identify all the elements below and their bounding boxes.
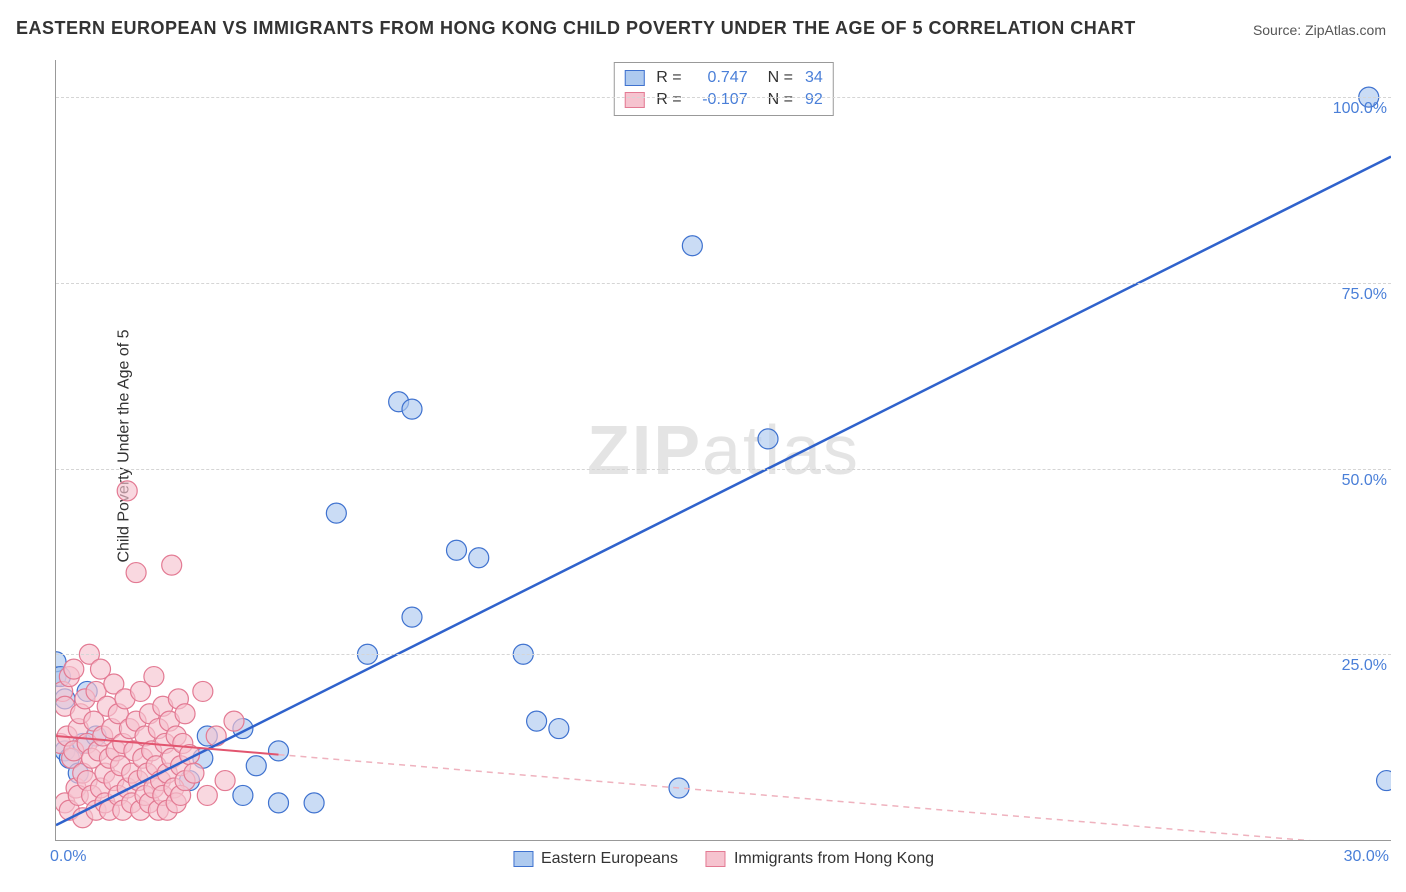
x-tick-label: 30.0% [1344,848,1389,866]
trend-line-extended [279,755,1392,840]
y-tick-label: 25.0% [1342,657,1387,675]
stats-r-value: 0.747 [694,67,748,89]
y-tick-label: 50.0% [1342,472,1387,490]
data-point [162,555,182,575]
chart-container: EASTERN EUROPEAN VS IMMIGRANTS FROM HONG… [0,0,1406,892]
chart-title: EASTERN EUROPEAN VS IMMIGRANTS FROM HONG… [16,18,1136,39]
y-tick-label: 75.0% [1342,286,1387,304]
gridline [56,469,1391,470]
plot-area: ZIPatlas R =0.747N =34R =-0.107N =92 Eas… [55,60,1391,841]
legend: Eastern Europeans Immigrants from Hong Ko… [513,850,934,868]
x-tick-label: 0.0% [50,848,86,866]
gridline [56,283,1391,284]
data-point [447,540,467,560]
stats-r-label: R = [656,67,681,89]
data-point [197,785,217,805]
data-point [246,756,266,776]
stats-row: R = -0.107 N = 92 [624,89,822,111]
legend-label: Immigrants from Hong Kong [734,850,934,868]
data-point [224,711,244,731]
data-point [233,785,253,805]
y-tick-label: 100.0% [1333,100,1387,118]
data-point [269,741,289,761]
stats-swatch [624,70,644,86]
legend-swatch [706,851,726,867]
source-attribution: Source: ZipAtlas.com [1253,22,1386,38]
data-point [269,793,289,813]
stats-row: R = 0.747 N = 34 [624,67,822,89]
gridline [56,97,1391,98]
data-point [527,711,547,731]
data-point [175,704,195,724]
data-point [193,681,213,701]
chart-svg [56,60,1391,840]
legend-item: Eastern Europeans [513,850,678,868]
data-point [682,236,702,256]
data-point [549,719,569,739]
stats-swatch [624,92,644,108]
data-point [758,429,778,449]
data-point [469,548,489,568]
data-point [184,763,204,783]
legend-swatch [513,851,533,867]
stats-r-label: R = [656,89,681,111]
data-point [326,503,346,523]
source-prefix: Source: [1253,22,1305,38]
data-point [304,793,324,813]
data-point [206,726,226,746]
data-point [64,659,84,679]
legend-item: Immigrants from Hong Kong [706,850,934,868]
stats-r-value: -0.107 [694,89,748,111]
data-point [215,771,235,791]
data-point [144,667,164,687]
data-point [1377,771,1391,791]
stats-box: R = 0.747 N = 34 R = -0.107 N = 92 [613,62,833,116]
stats-n-value: 92 [805,89,823,111]
stats-n-value: 34 [805,67,823,89]
stats-n-label: N = [768,67,793,89]
data-point [117,481,137,501]
stats-n-label: N = [768,89,793,111]
data-point [126,563,146,583]
data-point [402,399,422,419]
trend-line [56,157,1391,826]
gridline [56,654,1391,655]
legend-label: Eastern Europeans [541,850,678,868]
data-point [402,607,422,627]
source-name: ZipAtlas.com [1305,22,1386,38]
